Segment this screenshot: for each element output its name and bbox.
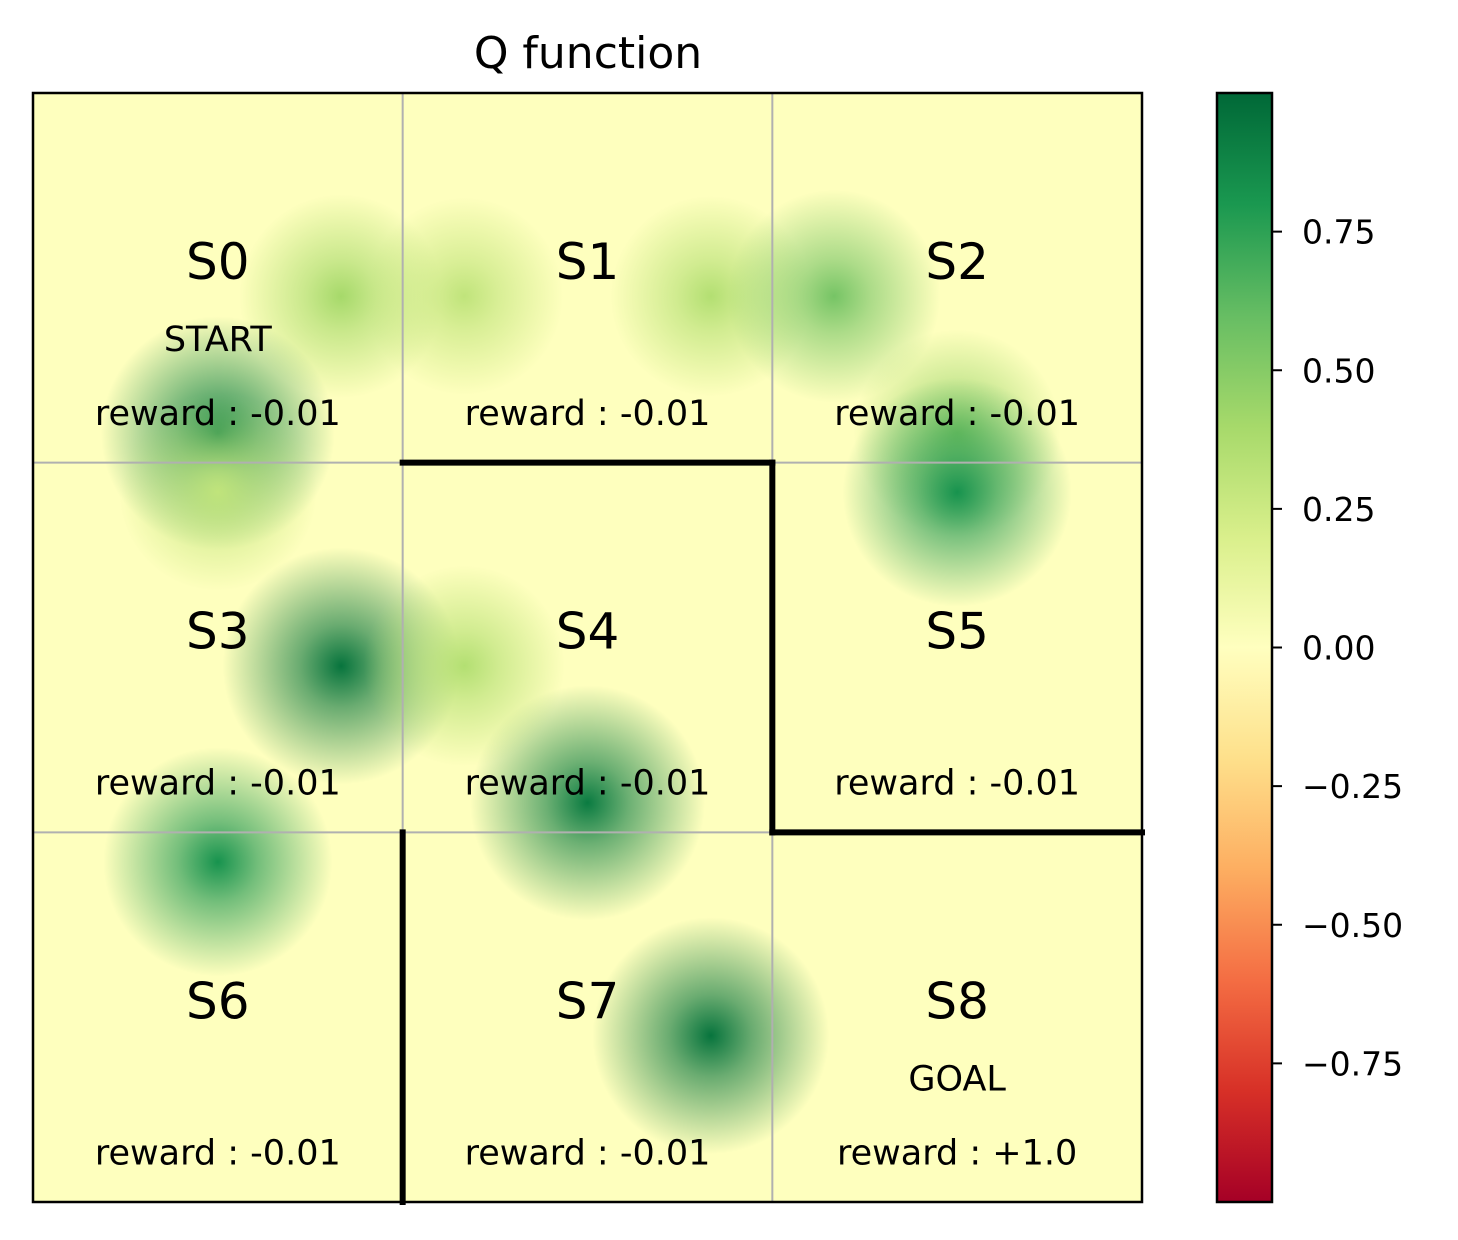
cell-state-label: S4 <box>556 603 620 661</box>
walls <box>399 459 1145 1205</box>
q-blob-s6-up <box>103 747 333 977</box>
chart-title: Q function <box>474 28 702 79</box>
cell-reward-label: reward : -0.01 <box>465 1133 711 1173</box>
q-blob-s4-down <box>469 685 706 921</box>
cell-state-label: S6 <box>186 972 250 1030</box>
q-blob-s4-left <box>363 565 565 767</box>
cell-state-label: S8 <box>925 972 989 1030</box>
colorbar-tick-label: −0.25 <box>1302 767 1403 806</box>
cell-reward-label: reward : -0.01 <box>95 394 341 434</box>
cell-background-s8 <box>772 832 1142 1202</box>
cell-state-label: S0 <box>186 233 250 291</box>
colorbar-tick-label: 0.75 <box>1302 213 1375 252</box>
q-blob-s2-left <box>727 189 941 403</box>
q-blob-s7-right <box>592 917 830 1155</box>
colorbar-tick-label: −0.50 <box>1302 906 1403 945</box>
cell-state-label: S5 <box>925 603 989 661</box>
cell-reward-label: reward : -0.01 <box>465 764 711 804</box>
cell-state-label: S3 <box>186 603 250 661</box>
cell-reward-label: reward : -0.01 <box>95 1133 341 1173</box>
cell-reward-label: reward : +1.0 <box>837 1133 1077 1173</box>
q-blob-s5-up <box>842 377 1072 607</box>
cell-state-label: S2 <box>925 233 989 291</box>
q-blob-s1-left <box>365 197 564 396</box>
cell-state-label: S7 <box>556 972 620 1030</box>
colorbar: 0.75 0.50 0.25 0.00 −0.25 −0.50 −0.75 <box>1215 91 1403 1204</box>
cell-reward-label: reward : -0.01 <box>465 394 711 434</box>
cell-state-label: S1 <box>556 233 620 291</box>
plot-frame <box>31 91 1144 1204</box>
colorbar-tick-label: 0.50 <box>1302 351 1375 390</box>
cell-labels: S0 START reward : -0.01 S1 reward : -0.01 S2 r… <box>95 233 1080 1173</box>
q-value-blobs <box>100 189 1072 1155</box>
cell-reward-label: reward : -0.01 <box>834 394 1080 434</box>
colorbar-tick-label: 0.25 <box>1302 490 1375 529</box>
colorbar-tick-label: 0.00 <box>1302 629 1375 668</box>
colorbar-tick-label: −0.75 <box>1302 1044 1403 1083</box>
cell-reward-label: reward : -0.01 <box>95 764 341 804</box>
cell-tag-label: GOAL <box>908 1059 1006 1099</box>
q-blob-s3-up <box>118 393 317 592</box>
cell-reward-label: reward : -0.01 <box>834 764 1080 804</box>
cell-tag-label: START <box>164 320 273 360</box>
colorbar-gradient <box>1215 91 1274 1204</box>
